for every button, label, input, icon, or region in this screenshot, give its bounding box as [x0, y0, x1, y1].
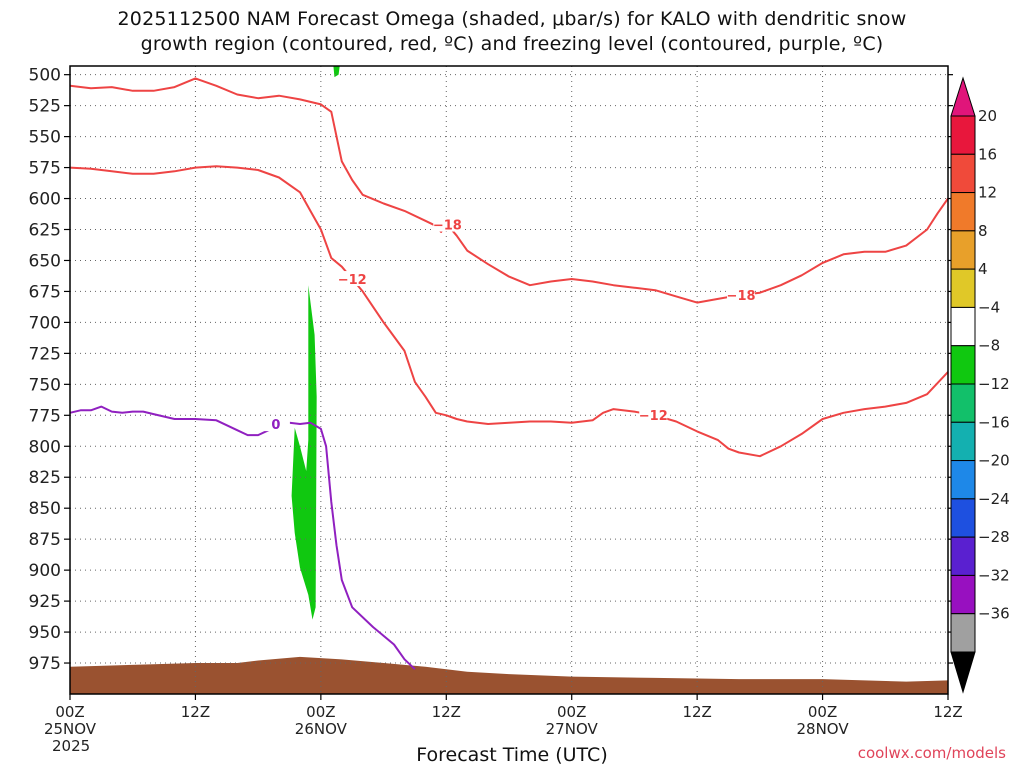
y-tick-label: 800	[29, 437, 61, 457]
y-tick-label: 775	[29, 406, 61, 426]
chart-title-line1: 2025112500 NAM Forecast Omega (shaded, μ…	[117, 8, 907, 30]
colorbar-swatch	[950, 230, 976, 270]
terrain-fill	[70, 656, 948, 694]
x-tick-label: 00Z	[808, 703, 837, 721]
colorbar-tick-label: 20	[978, 107, 997, 125]
x-tick-label: 12Z	[933, 703, 962, 721]
x-tick-date: 28NOV	[797, 720, 850, 738]
colorbar-tick-label: 4	[978, 260, 988, 278]
y-tick-label: 500	[29, 66, 61, 86]
x-tick-date: 26NOV	[295, 720, 348, 738]
omega-negative-main-shading	[291, 285, 317, 620]
dgz-upper-line	[69, 77, 949, 304]
y-tick-label: 950	[29, 623, 61, 643]
y-tick-label: 525	[29, 97, 61, 117]
plot-area	[70, 66, 948, 694]
x-tick-label: 12Z	[181, 703, 210, 721]
colorbar-tick-label: −32	[978, 566, 1010, 584]
y-tick-label: 550	[29, 128, 61, 148]
x-axis-label: Forecast Time (UTC)	[416, 744, 608, 766]
y-tick-label: 700	[29, 313, 61, 333]
colorbar-swatch	[950, 421, 976, 462]
x-tick-year: 2025	[52, 737, 90, 755]
y-tick-label: 625	[29, 221, 61, 241]
colorbar-swatch	[950, 536, 976, 576]
y-tick-label: 600	[29, 190, 61, 210]
y-tick-label: 850	[29, 499, 61, 519]
y-tick-label: 825	[29, 468, 61, 488]
y-tick-label: 900	[29, 561, 61, 581]
dgz-lower-label-bg	[639, 406, 668, 422]
dgz-lower-label-b: −12	[639, 409, 668, 424]
colorbar-swatch	[950, 345, 976, 385]
x-tick-label: 00Z	[557, 703, 586, 721]
colorbar-tick-label: −20	[978, 452, 1010, 470]
y-tick-label: 575	[29, 159, 61, 179]
dgz-lower-line	[69, 165, 949, 458]
colorbar-bottom-arrow	[950, 651, 976, 694]
colorbar-swatch	[950, 460, 976, 500]
colorbar-tick-label: 16	[978, 145, 997, 163]
colorbar-tick-label: 12	[978, 184, 997, 202]
x-tick-date: 25NOV	[44, 720, 97, 738]
freezing-level-line	[69, 405, 416, 670]
y-tick-label: 975	[29, 654, 61, 674]
dgz-upper-label-b: −18	[727, 289, 756, 304]
plot-frame	[69, 65, 949, 695]
colorbar-swatch	[950, 498, 976, 538]
dgz-lower-label-a: −12	[338, 273, 367, 288]
y-tick-label: 675	[29, 282, 61, 302]
colorbar-tick-label: −36	[978, 605, 1010, 623]
colorbar-swatch	[950, 153, 976, 194]
x-tick-label: 00Z	[306, 703, 335, 721]
y-tick-label: 725	[29, 344, 61, 364]
credit-link[interactable]: coolwx.com/models	[857, 744, 1006, 762]
colorbar-tick-label: −28	[978, 528, 1010, 546]
colorbar-tick-label: −4	[978, 298, 1000, 316]
y-tick-label: 875	[29, 530, 61, 550]
colorbar-tick-label: 8	[978, 222, 988, 240]
colorbar-top-arrow	[950, 76, 976, 117]
y-tick-label: 925	[29, 592, 61, 612]
colorbar-swatch	[950, 383, 976, 423]
chart-title-line2: growth region (contoured, red, ºC) and f…	[140, 33, 884, 55]
x-tick-label: 12Z	[682, 703, 711, 721]
colorbar-swatch	[950, 306, 976, 347]
dgz-lower-label-bg	[338, 271, 367, 287]
freezing-level-label-a: 0	[271, 418, 280, 433]
omega-negative-top-shading	[333, 66, 340, 78]
freezing-level-label-bg	[261, 416, 290, 432]
x-tick-date: 27NOV	[546, 720, 599, 738]
y-tick-label: 650	[29, 251, 61, 271]
colorbar-tick-label: −8	[978, 337, 1000, 355]
colorbar-swatch	[950, 613, 976, 653]
colorbar-tick-label: −16	[978, 413, 1010, 431]
colorbar-swatch	[950, 574, 976, 615]
dgz-upper-label-a: −18	[433, 219, 462, 234]
x-tick-label: 00Z	[55, 703, 84, 721]
dgz-upper-label-bg	[727, 286, 756, 302]
colorbar-tick-label: −12	[978, 375, 1010, 393]
colorbar-tick-label: −24	[978, 490, 1010, 508]
dgz-upper-label-bg	[433, 216, 462, 232]
y-tick-label: 750	[29, 375, 61, 395]
x-tick-label: 12Z	[432, 703, 461, 721]
colorbar-swatch	[950, 115, 976, 155]
colorbar-swatch	[950, 268, 976, 308]
colorbar-swatch	[950, 192, 976, 232]
